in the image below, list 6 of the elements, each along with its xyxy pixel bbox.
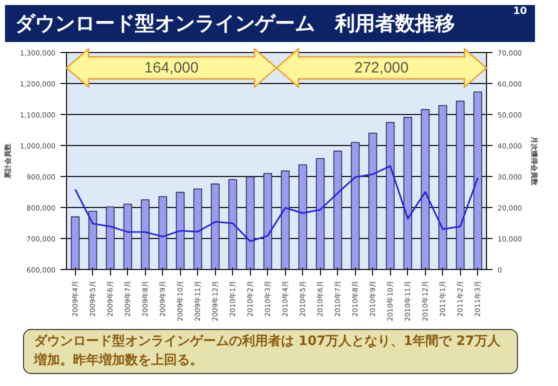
text: 10 [513,5,527,19]
annotation: 272,000 [354,59,409,76]
line-series [74,165,479,242]
text: ダウンロード型オンラインゲームの利用者は 107万人となり、1年間で 27万人増加。昨年増加数を上回る。 [23,329,518,374]
annotation: 164,000 [144,59,199,76]
chart-title: ダウンロード型オンラインゲーム 利用者数推移 [15,11,455,35]
